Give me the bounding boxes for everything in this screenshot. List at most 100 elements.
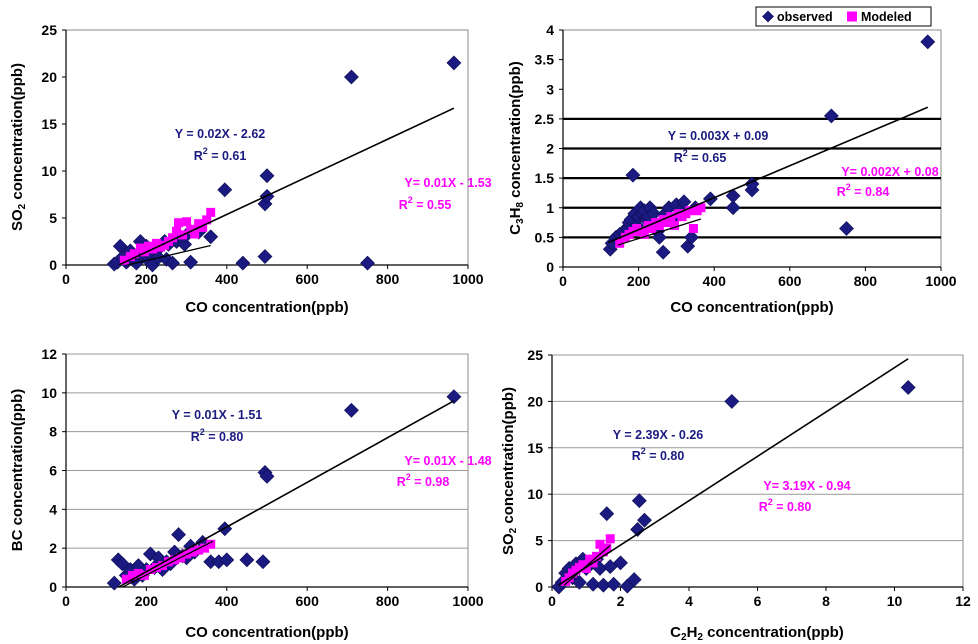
modeled-point (206, 207, 216, 217)
modeled-point (202, 215, 212, 225)
plot-area (551, 354, 964, 588)
y-tick-label: 10 (527, 486, 543, 502)
y-axis-title: C3H8 concentration(ppb) (507, 61, 526, 235)
x-tick-label: 1000 (452, 271, 483, 287)
observed-point (446, 55, 462, 71)
observed-point (625, 167, 641, 183)
x-tick-label: 12 (955, 593, 971, 609)
modeled-fit-line (121, 540, 214, 587)
modeled-point (168, 233, 178, 243)
y-tick-label: 3 (546, 81, 554, 97)
observed-point (839, 221, 854, 236)
y-tick-label: 8 (49, 424, 57, 440)
x-tick-label: 600 (296, 271, 320, 287)
observed-fit-line (117, 400, 455, 587)
y-tick-label: 10 (41, 385, 57, 401)
x-tick-label: 0 (548, 593, 556, 609)
x-axis-title: C2H2 concentration(ppb) (670, 624, 844, 643)
y-tick-label: 0 (49, 257, 57, 273)
modeled-point (164, 557, 174, 567)
modeled-point (190, 229, 200, 239)
observed-point (217, 182, 233, 198)
observed-fit-line (558, 358, 909, 586)
x-tick-label: 10 (887, 593, 903, 609)
x-tick-label: 2 (617, 593, 625, 609)
y-tick-label: 5 (49, 210, 57, 226)
x-tick-label: 200 (135, 271, 159, 287)
x-tick-label: 0 (62, 271, 70, 287)
x-tick-label: 0 (62, 593, 70, 609)
x-tick-label: 400 (215, 271, 239, 287)
modeled-point (121, 574, 131, 584)
modeled-point (157, 561, 167, 571)
modeled-point (186, 224, 196, 234)
modeled-r-squared: R2 = 0.80 (759, 497, 812, 514)
observed-point (446, 389, 462, 405)
y-tick-label: 3.5 (535, 52, 555, 68)
observed-point (651, 229, 667, 245)
observed-point (571, 574, 587, 590)
modeled-point (696, 203, 706, 213)
y-tick-label: 2.5 (535, 111, 555, 127)
observed-point (725, 200, 741, 216)
modeled-r-squared: R2 = 0.55 (399, 195, 452, 212)
x-tick-label: 8 (822, 593, 830, 609)
legend-observed-icon (762, 10, 774, 23)
y-tick-label: 4 (49, 501, 57, 517)
modeled-point (172, 226, 182, 236)
observed-fit-equation: Y = 2.39X - 0.26 (613, 428, 704, 442)
y-tick-label: 20 (527, 393, 543, 409)
x-tick-label: 0 (559, 273, 567, 289)
x-tick-label: 6 (754, 593, 762, 609)
modeled-point (595, 539, 605, 549)
observed-fit-line (117, 107, 455, 265)
observed-r-squared: R2 = 0.80 (191, 427, 244, 444)
y-tick-label: 0 (535, 579, 543, 595)
y-axis-title: SO2 concentration(ppb) (500, 387, 519, 555)
modeled-fit-line (617, 218, 702, 246)
modeled-fit-equation: Y= 0.002X + 0.08 (841, 165, 938, 179)
observed-point (203, 229, 219, 245)
observed-point (142, 546, 158, 562)
modeled-fit-equation: Y= 0.01X - 1.53 (404, 176, 491, 190)
x-axis-title: CO concentration(ppb) (670, 299, 833, 316)
y-tick-label: 2 (49, 540, 57, 556)
x-tick-label: 1000 (452, 593, 483, 609)
modeled-point (151, 563, 161, 573)
y-tick-label: 0 (546, 259, 554, 275)
modeled-point (170, 555, 180, 565)
observed-point (823, 108, 839, 124)
plot-area (65, 29, 469, 266)
x-tick-label: 800 (376, 271, 400, 287)
observed-point (235, 255, 251, 271)
modeled-point (198, 222, 208, 232)
observed-point (637, 512, 652, 528)
observed-point (360, 255, 375, 271)
observed-point (183, 254, 199, 270)
y-tick-label: 4 (546, 22, 554, 38)
modeled-fit-line (563, 544, 611, 586)
x-tick-label: 800 (854, 273, 878, 289)
modeled-point (206, 539, 216, 549)
x-axis-title: CO concentration(ppb) (185, 299, 348, 316)
observed-point (257, 249, 273, 264)
observed-point (106, 575, 122, 591)
observed-point (725, 188, 741, 204)
observed-point (343, 402, 359, 418)
modeled-point (174, 218, 184, 228)
x-tick-label: 600 (778, 273, 802, 289)
y-tick-label: 5 (535, 533, 543, 549)
modeled-r-squared: R2 = 0.84 (837, 182, 890, 199)
modeled-point (139, 247, 149, 257)
observed-point (165, 255, 180, 271)
legend-observed-label: observed (777, 10, 833, 24)
legend-modeled-icon (847, 11, 857, 22)
y-tick-label: 2 (546, 141, 554, 157)
modeled-fit-equation: Y= 0.01X - 1.48 (404, 454, 491, 468)
observed-point (599, 506, 615, 522)
modeled-point (182, 217, 192, 227)
modeled-point (670, 221, 680, 231)
observed-point (259, 468, 275, 484)
y-tick-label: 6 (49, 463, 57, 479)
modeled-point (615, 238, 625, 248)
